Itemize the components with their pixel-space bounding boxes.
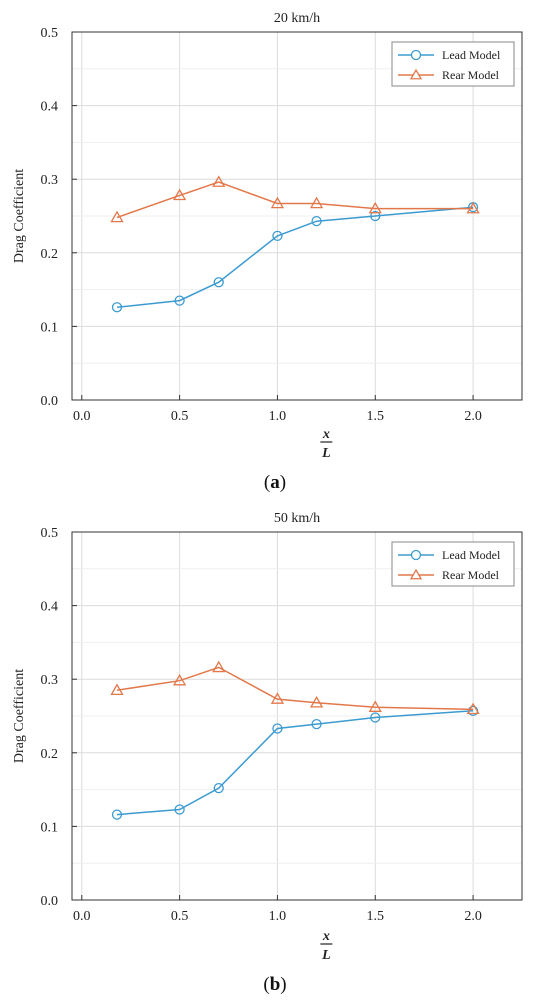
x-tick-label: 1.0 xyxy=(269,409,287,424)
series-line xyxy=(116,206,474,309)
data-point xyxy=(309,196,324,209)
x-axis-label-numerator: x xyxy=(322,929,330,944)
legend-marker xyxy=(410,549,422,561)
y-tick-label: 0.3 xyxy=(41,673,59,688)
x-tick-label: 0.0 xyxy=(73,409,91,424)
caption-open: ( xyxy=(264,472,270,493)
plot-frame xyxy=(71,31,523,401)
data-point xyxy=(212,660,226,673)
legend: Lead Model Rear Model xyxy=(391,41,515,87)
data-point xyxy=(110,683,124,696)
y-tick-label: 0.4 xyxy=(41,600,59,615)
panel-caption: (a) xyxy=(264,472,286,493)
data-point xyxy=(272,230,283,242)
y-tick-label: 0.3 xyxy=(41,173,59,188)
caption-open: ( xyxy=(263,974,269,995)
plot-frame xyxy=(71,531,523,901)
data-point xyxy=(270,692,285,704)
x-tick-label: 0.0 xyxy=(73,909,91,924)
grid-lines xyxy=(72,531,522,901)
y-tick-label: 0.1 xyxy=(41,820,59,835)
y-tick-label: 0.0 xyxy=(41,394,59,409)
series-rear-model xyxy=(110,660,480,715)
legend-entry-label: Rear Model xyxy=(442,68,500,82)
data-point xyxy=(110,210,124,223)
y-tick-label: 0.5 xyxy=(41,526,59,541)
data-point xyxy=(172,188,187,201)
legend-box xyxy=(391,541,515,587)
data-point xyxy=(272,723,283,734)
data-point xyxy=(370,210,381,222)
caption-close: ) xyxy=(280,472,286,493)
legend: Lead Model Rear Model xyxy=(391,541,515,587)
legend-entry-label: Rear Model xyxy=(442,568,500,582)
chart-panel-2: 0.0 0.5 1.0 1.5 2.0 0.0 0.1 0.2 0.3 0.4 0.5 50 km/h… xyxy=(12,511,523,995)
x-tick-label: 2.0 xyxy=(464,409,482,424)
series-lead-model xyxy=(111,705,479,820)
y-tick-label: 0.2 xyxy=(41,247,59,262)
y-tick-label: 0.1 xyxy=(41,320,59,335)
x-tick-label: 0.5 xyxy=(171,409,189,424)
data-point xyxy=(111,809,123,820)
data-point xyxy=(174,804,185,815)
series-lead-model xyxy=(111,202,479,313)
data-point xyxy=(466,702,480,715)
data-point xyxy=(309,695,324,708)
data-point xyxy=(368,201,382,214)
series-line xyxy=(116,181,474,219)
caption-letter: b xyxy=(270,974,281,995)
x-tick-label: 1.0 xyxy=(269,909,287,924)
y-tick-label: 0.5 xyxy=(41,26,59,41)
data-point xyxy=(370,712,381,723)
chart-title: 20 km/h xyxy=(274,11,320,26)
caption-close: ) xyxy=(280,974,286,995)
x-tick-label: 1.5 xyxy=(367,909,385,924)
data-point xyxy=(311,718,322,730)
x-tick-label: 0.5 xyxy=(171,909,189,924)
series-line xyxy=(116,666,474,711)
data-point xyxy=(212,175,226,187)
grid-lines xyxy=(72,31,522,401)
data-point xyxy=(174,295,185,306)
y-axis-label: Drag Coefficient xyxy=(12,669,27,763)
y-axis-label: Drag Coefficient xyxy=(12,169,27,263)
panel-caption: (b) xyxy=(263,974,286,995)
legend-entry-label: Lead Model xyxy=(442,548,501,562)
data-point xyxy=(466,201,480,214)
y-tick-label: 0.4 xyxy=(41,100,59,115)
series-rear-model xyxy=(110,175,480,223)
data-point xyxy=(270,196,285,209)
data-point xyxy=(311,216,322,227)
x-axis-label-denominator: L xyxy=(321,446,331,461)
caption-letter: a xyxy=(270,472,280,493)
data-point xyxy=(213,277,224,288)
data-point xyxy=(213,782,224,794)
chart-title: 50 km/h xyxy=(274,511,320,526)
chart-panel-1: 0.0 0.5 1.0 1.5 2.0 0.0 0.1 0.2 0.3 0.4 0.5 20 km/h… xyxy=(12,11,523,493)
legend-marker xyxy=(409,68,423,80)
x-axis-label-numerator: x xyxy=(322,427,330,442)
legend-marker xyxy=(410,49,422,61)
series-line xyxy=(116,710,474,816)
data-point xyxy=(172,673,187,686)
data-point xyxy=(368,700,382,712)
y-tick-label: 0.0 xyxy=(41,894,59,909)
legend-entry-label: Lead Model xyxy=(442,48,501,62)
legend-marker xyxy=(409,568,423,580)
data-point xyxy=(111,302,123,313)
x-tick-label: 2.0 xyxy=(464,909,482,924)
x-tick-label: 1.5 xyxy=(367,409,385,424)
x-axis-label-denominator: L xyxy=(321,948,331,963)
y-tick-label: 0.2 xyxy=(41,747,59,762)
